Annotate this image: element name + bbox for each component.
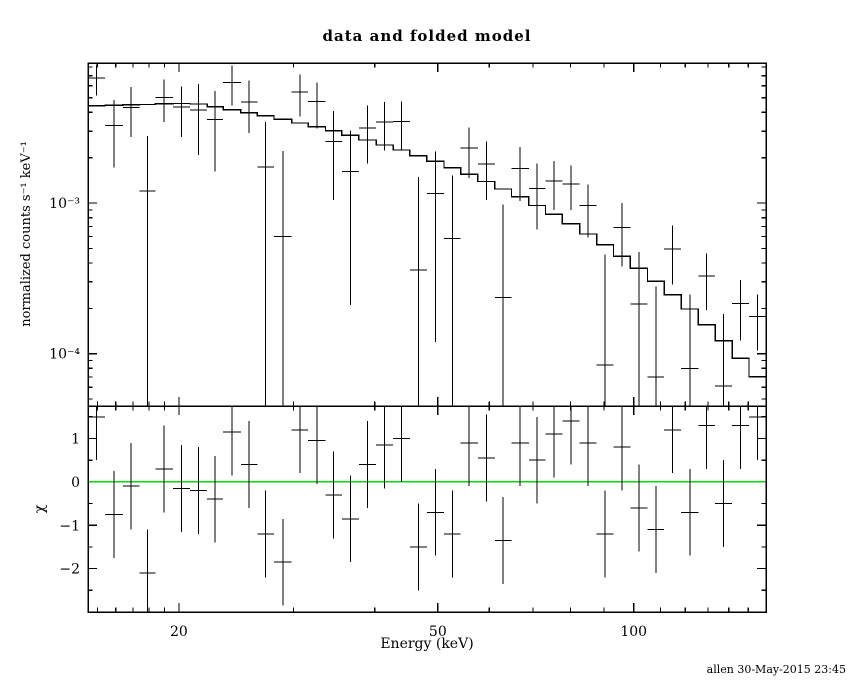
plot-title: data and folded model [323,27,532,45]
y-tick-label: 1 [71,432,80,448]
y-axis-label-bottom: χ [32,504,48,513]
bottom-panel-frame [87,405,767,613]
footer-timestamp: allen 30-May-2015 23:45 [707,663,846,676]
model-step-line [88,102,766,378]
y-tick-label: 10⁻³ [49,196,80,212]
y-tick-label: 10⁻⁴ [49,347,80,363]
y-tick-label: −1 [59,518,80,534]
x-tick-label: 50 [429,624,447,640]
x-tick-label: 20 [170,624,188,640]
y-tick-label: −2 [59,562,80,578]
y-tick-label: 0 [71,475,80,491]
chart-area: 20 50 100 10⁻⁴ 10⁻³ 1 0 −1 −2 [49,62,767,640]
x-tick-label: 100 [620,624,647,640]
y-axis-label-top: normalized counts s⁻¹ keV⁻¹ [19,141,34,327]
x-axis-label: Energy (keV) [380,636,473,652]
